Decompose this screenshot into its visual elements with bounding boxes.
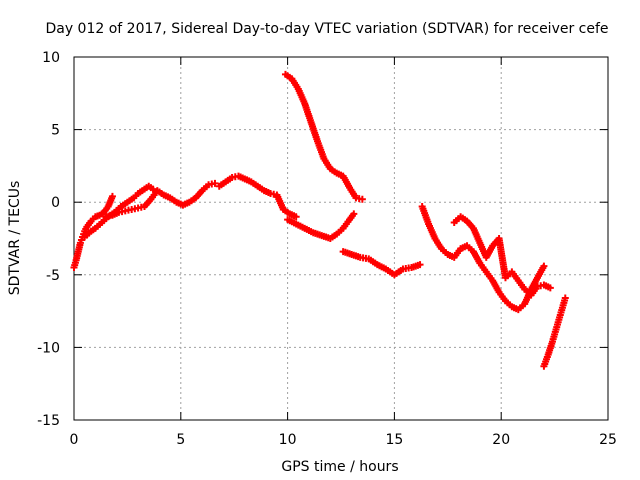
data-point <box>561 294 569 302</box>
data-point <box>546 284 554 292</box>
x-tick-label: 10 <box>279 432 297 448</box>
x-tick-label: 0 <box>70 432 79 448</box>
y-tick-label: 0 <box>51 195 60 211</box>
y-axis-label: SDTVAR / TECUs <box>7 181 23 296</box>
series-arc-4 <box>215 172 300 221</box>
data-point <box>540 262 548 270</box>
data-point <box>108 192 116 200</box>
chart-title: Day 012 of 2017, Sidereal Day-to-day VTE… <box>45 21 608 37</box>
x-tick-label: 25 <box>599 432 617 448</box>
y-tick-label: 10 <box>42 50 60 66</box>
data-point <box>350 210 358 218</box>
x-tick-label: 20 <box>492 432 510 448</box>
series-arc-8 <box>418 203 548 314</box>
x-tick-label: 5 <box>176 432 185 448</box>
y-tick-label: 5 <box>51 123 60 139</box>
series-arc-9 <box>450 213 554 299</box>
x-tick-label: 15 <box>385 432 403 448</box>
data-point <box>292 213 300 221</box>
data-points <box>70 70 569 370</box>
data-point <box>149 185 157 193</box>
grid-lines <box>74 57 608 420</box>
data-point <box>211 179 219 187</box>
y-axis: -15 -10 -5 0 5 10 <box>37 50 608 429</box>
series-arc-6 <box>281 70 366 203</box>
data-point <box>358 195 366 203</box>
series-arc-5 <box>284 210 358 242</box>
data-point <box>416 261 424 269</box>
y-tick-label: -5 <box>46 268 60 284</box>
plot-frame <box>73 56 609 421</box>
x-axis-label: GPS time / hours <box>281 459 398 475</box>
series-arc-1 <box>70 192 116 272</box>
series-arc-3 <box>102 179 219 221</box>
y-tick-label: -10 <box>37 340 60 356</box>
y-tick-label: -15 <box>37 413 60 429</box>
series-arc-7 <box>339 248 424 279</box>
series-arc-10 <box>540 294 569 370</box>
x-axis: 0 5 10 15 20 25 <box>70 57 617 448</box>
